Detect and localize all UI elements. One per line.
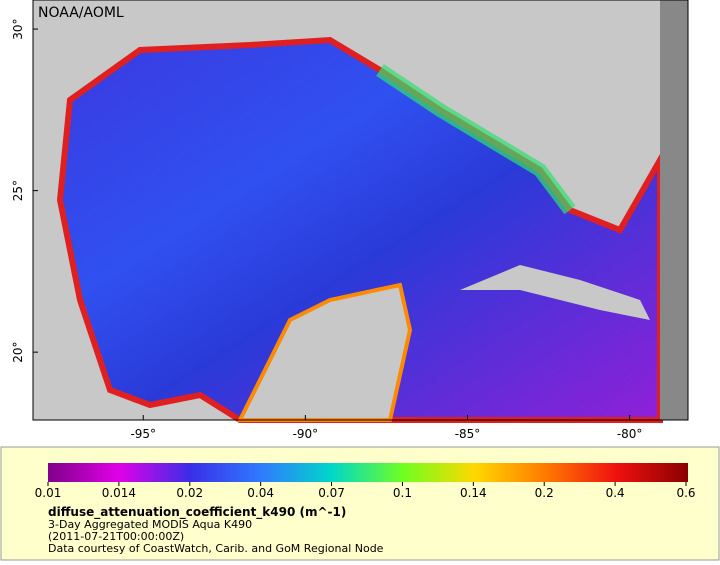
- y-tick-label: 20°: [11, 342, 25, 363]
- y-tick-label: 30°: [11, 18, 25, 39]
- x-tick-label: -80°: [617, 427, 643, 441]
- colorbar: [48, 463, 688, 482]
- colorbar-tick-label: 0.014: [102, 486, 136, 500]
- x-tick-label: -90°: [293, 427, 319, 441]
- map-frame: [32, 0, 689, 421]
- legend-line: (2011-07-21T00:00:00Z): [48, 530, 184, 543]
- colorbar-tick-label: 0.04: [247, 486, 274, 500]
- colorbar-tick-label: 0.07: [318, 486, 345, 500]
- legend-line: Data courtesy of CoastWatch, Carib. and …: [48, 542, 384, 555]
- y-tick-label: 25°: [11, 180, 25, 201]
- colorbar-tick-label: 0.02: [176, 486, 203, 500]
- ocean-data: [56, 36, 663, 423]
- colorbar-tick-label: 0.2: [535, 486, 554, 500]
- x-tick-label: -85°: [455, 427, 481, 441]
- cuba: [460, 265, 650, 320]
- no-data: [660, 0, 688, 420]
- colorbar-tick-label: 0.14: [460, 486, 487, 500]
- colorbar-tick-label: 0.4: [606, 486, 625, 500]
- x-tick-label: -95°: [130, 427, 156, 441]
- shelf-water: [376, 64, 576, 215]
- colorbar-tick-label: 0.01: [35, 486, 62, 500]
- colorbar-tick-label: 0.1: [393, 486, 412, 500]
- colorbar-tick-label: 0.6: [676, 486, 695, 500]
- credit: NOAA/AOML: [38, 5, 124, 21]
- legend-line: 3-Day Aggregated MODIS Aqua K490: [48, 518, 252, 531]
- colorbar-title: diffuse_attenuation_coefficient_k490 (m^…: [48, 505, 346, 520]
- map: NOAA/AOML: [32, 0, 689, 423]
